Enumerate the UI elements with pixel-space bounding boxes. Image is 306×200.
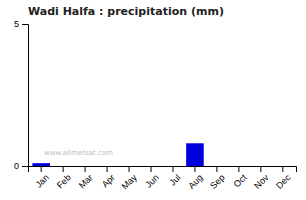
bar <box>120 166 138 167</box>
x-tick-mark <box>282 166 283 172</box>
x-tick: Jul <box>167 166 182 188</box>
bar <box>164 166 182 167</box>
bar <box>230 166 248 167</box>
x-tick-mark <box>63 166 64 172</box>
bar <box>98 166 116 167</box>
plot: 05JanFebMarAprMayJunJulAugSepOctNovDecww… <box>14 19 297 191</box>
x-tick-mark <box>172 166 173 172</box>
x-tick-mark <box>151 166 152 172</box>
x-tick: Dec <box>274 166 293 191</box>
x-tick-label: Oct <box>232 172 249 189</box>
x-tick-mark <box>107 166 108 172</box>
x-tick: Aug <box>186 166 204 191</box>
bars <box>32 143 203 166</box>
x-tick: Nov <box>252 166 271 191</box>
x-tick: May <box>120 166 139 192</box>
x-tick: Feb <box>55 166 73 190</box>
x-tick-mark <box>41 166 42 172</box>
x-tick: Mar <box>77 166 95 190</box>
x-tick-mark <box>129 166 130 172</box>
x-tick: Jun <box>143 166 160 190</box>
x-tick-label: Feb <box>55 172 73 190</box>
chart: 05JanFebMarAprMayJunJulAugSepOctNovDecww… <box>0 0 306 200</box>
y-tick: 5 <box>14 19 28 29</box>
x-tick-label: Apr <box>100 172 117 189</box>
y-tick: 0 <box>14 161 28 171</box>
x-tick-label: Aug <box>186 172 204 190</box>
x-tick-label: Sep <box>208 172 226 190</box>
bar <box>142 166 160 167</box>
bar <box>274 166 292 167</box>
x-tick-label: May <box>120 172 139 191</box>
y-tick-mark <box>22 166 28 167</box>
bar <box>252 166 270 167</box>
watermark: www.allmetsat.com <box>44 149 113 157</box>
y-axis-line <box>22 25 29 167</box>
x-tick-label: Jan <box>34 172 51 189</box>
x-tick: Oct <box>232 166 249 189</box>
x-tick: Sep <box>208 166 226 191</box>
bar <box>32 163 50 166</box>
x-axis: JanFebMar AprMayJun Jul AugSep OctNovDec <box>29 166 297 192</box>
y-tick-mark <box>22 24 28 25</box>
title: Wadi Halfa : precipitation (mm) <box>28 5 224 18</box>
bar <box>54 166 72 167</box>
bar <box>76 166 94 167</box>
bar <box>208 166 226 167</box>
y-tick-label: 5 <box>14 19 19 29</box>
x-tick: Apr <box>100 166 117 189</box>
x-tick-mark <box>194 166 195 172</box>
x-tick-label: Jun <box>143 172 160 189</box>
x-tick-label: Nov <box>252 172 271 191</box>
y-tick-label: 0 <box>14 161 19 171</box>
x-tick-mark <box>85 166 86 172</box>
x-tick-mark <box>216 166 217 172</box>
y-axis: 05 <box>14 19 29 171</box>
x-tick-label: Jul <box>167 172 182 187</box>
x-tick: Jan <box>34 166 51 190</box>
x-tick-label: Mar <box>77 172 95 190</box>
x-tick-label: Dec <box>274 172 293 191</box>
x-tick-mark <box>260 166 261 172</box>
bar <box>186 143 204 166</box>
x-tick-mark <box>238 166 239 172</box>
x-axis-line <box>29 167 297 173</box>
